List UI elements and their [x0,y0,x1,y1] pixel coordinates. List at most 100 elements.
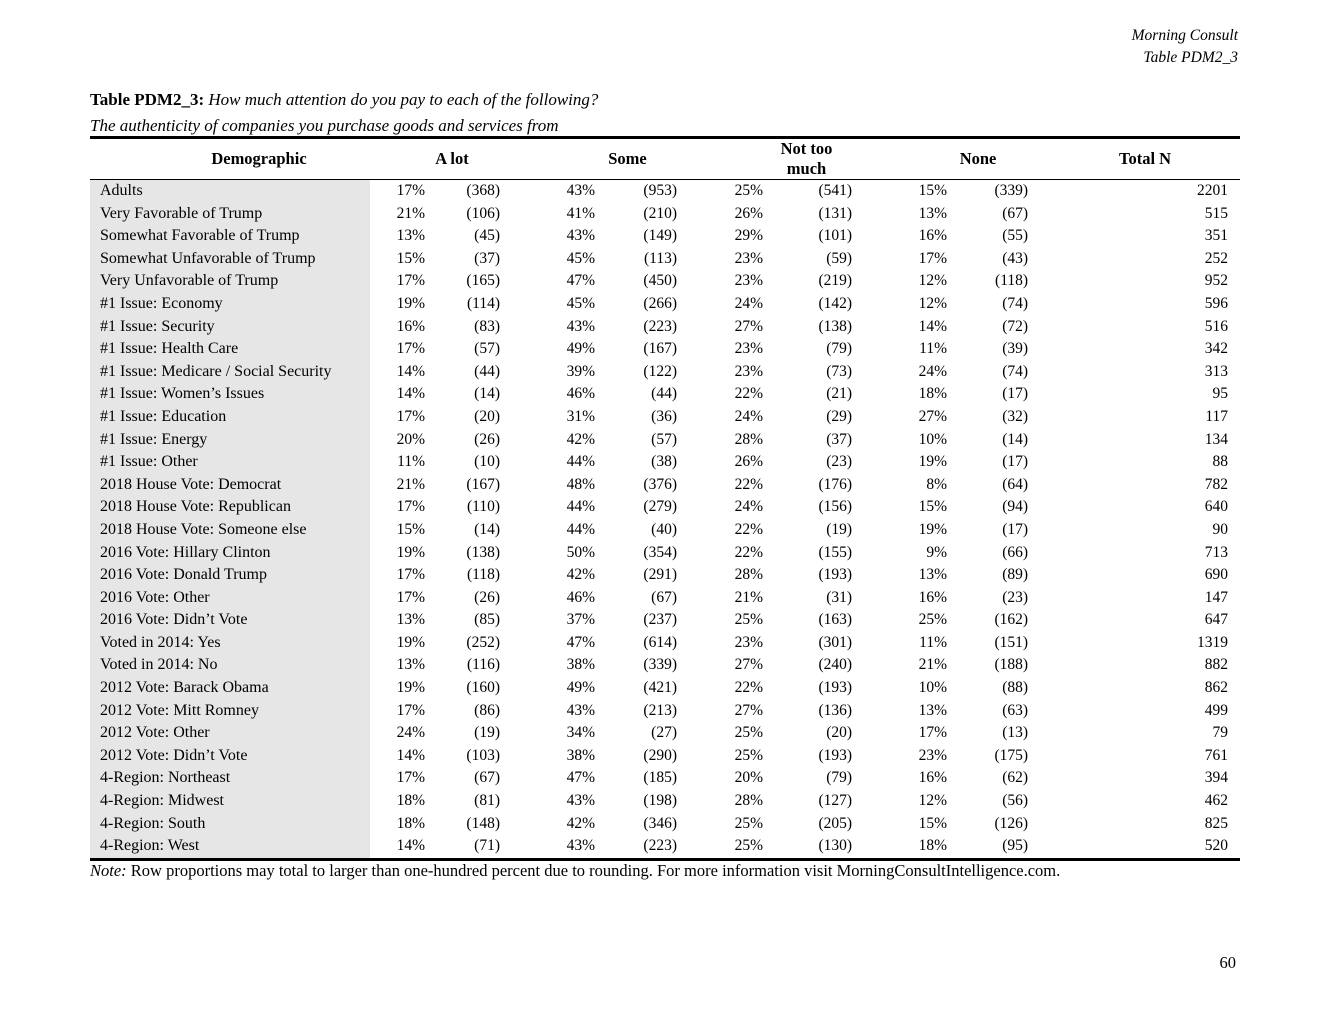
a-lot-count-cell: (114) [467,294,500,312]
some-pct-cell: 47% [566,272,595,290]
footnote-label: Note: [90,861,127,880]
not-too-much-pct-cell: 23% [734,362,763,380]
demographic-cell: Voted in 2014: Yes [90,631,370,655]
demographic-cell: Very Favorable of Trump [90,202,370,226]
not-too-much-count-cell: (127) [818,792,853,810]
none-pct-cell: 11% [919,633,948,651]
some-pct-cell: 48% [566,475,595,493]
total-n-cell: 147 [1204,588,1229,606]
a-lot-count-cell: (45) [474,227,500,245]
none-pct-cell: 18% [918,385,948,403]
a-lot-pct-cell: 17% [396,182,425,199]
some-pct-cell: 43% [566,182,595,199]
some-count-cell: (213) [643,701,677,719]
none-count-cell: (56) [1002,792,1029,810]
not-too-much-pct-cell: 23% [734,249,763,267]
none-count-cell: (188) [994,656,1029,674]
a-lot-count-cell: (37) [474,249,500,267]
not-too-much-count-cell: (142) [818,294,853,312]
not-too-much-count-cell: (19) [826,520,853,538]
some-pct-cell: 47% [566,769,595,787]
table-row: Very Favorable of Trump 21% (106) 41% (210) 2… [90,202,1240,226]
table-row: 2018 House Vote: Someone else 15% (14) 44% (… [90,518,1240,542]
total-n-cell: 134 [1204,430,1229,448]
not-too-much-pct-cell: 22% [734,385,763,403]
some-count-cell: (113) [644,249,677,267]
none-pct-cell: 14% [918,317,948,335]
table-row: #1 Issue: Medicare / Social Security 14% (… [90,360,1240,384]
col-header-not-too-much: Not too much [677,137,853,180]
footnote-text: Row proportions may total to larger than… [130,861,1061,880]
col-header-demographic: Demographic [90,137,370,180]
a-lot-count-cell: (14) [474,520,500,538]
none-pct-cell: 13% [918,701,948,719]
none-pct-cell: 16% [918,227,948,245]
a-lot-count-cell: (10) [474,453,500,471]
some-pct-cell: 49% [566,679,595,697]
a-lot-count-cell: (26) [474,588,500,606]
demographic-cell: 2012 Vote: Barack Obama [90,677,370,700]
some-pct-cell: 38% [566,746,595,764]
none-count-cell: (175) [994,746,1029,764]
demographic-cell: #1 Issue: Education [90,405,370,429]
none-pct-cell: 10% [918,679,948,697]
total-n-cell: 516 [1204,317,1229,335]
a-lot-pct-cell: 11% [397,453,425,471]
table-row: Somewhat Favorable of Trump 13% (45) 43% (14… [90,225,1240,248]
document-corner-header: Morning Consult Table PDM2_3 [1132,25,1238,69]
none-pct-cell: 8% [926,475,948,493]
table-row: 4-Region: Northeast 17% (67) 47% (185) 20% (79… [90,767,1240,791]
total-n-cell: 90 [1212,520,1229,538]
total-n-cell: 825 [1204,814,1229,832]
not-too-much-count-cell: (59) [826,249,853,267]
not-too-much-pct-cell: 22% [734,679,763,697]
a-lot-pct-cell: 13% [396,611,425,629]
none-pct-cell: 19% [918,453,948,471]
demographic-cell: Very Unfavorable of Trump [90,270,370,293]
none-pct-cell: 13% [918,566,948,584]
not-too-much-count-cell: (240) [818,656,853,674]
a-lot-count-cell: (57) [474,340,500,358]
table-row: 2012 Vote: Other 24% (19) 34% (27) 25% (20) 17%… [90,722,1240,745]
none-pct-cell: 10% [918,430,948,448]
none-count-cell: (17) [1002,453,1029,471]
not-too-much-pct-cell: 26% [734,453,763,471]
table-row: 2016 Vote: Didn’t Vote 13% (85) 37% (237) 25%… [90,609,1240,632]
demographic-cell: Adults [90,179,370,203]
table-header-row: Demographic A lot Some Not too much None… [90,137,1241,180]
demographic-cell: 4-Region: Midwest [90,790,370,813]
some-count-cell: (266) [643,294,677,312]
none-pct-cell: 16% [918,588,948,606]
a-lot-count-cell: (44) [474,362,500,380]
some-pct-cell: 44% [566,453,595,471]
some-count-cell: (57) [651,430,677,448]
none-count-cell: (32) [1002,407,1029,425]
not-too-much-count-cell: (138) [818,317,853,335]
a-lot-count-cell: (85) [474,611,500,629]
some-pct-cell: 45% [566,249,595,267]
not-too-much-pct-cell: 25% [734,746,763,764]
total-n-cell: 640 [1204,498,1229,516]
not-too-much-count-cell: (155) [818,543,853,561]
demographic-cell: 2012 Vote: Other [90,722,370,745]
a-lot-pct-cell: 21% [396,204,425,222]
table-row: 2012 Vote: Mitt Romney 17% (86) 43% (213) 27%… [90,699,1240,723]
not-too-much-pct-cell: 25% [734,182,763,199]
a-lot-pct-cell: 17% [396,769,425,787]
table-id-label: Table PDM2_3: [90,90,205,109]
not-too-much-count-cell: (79) [826,769,853,787]
none-pct-cell: 13% [918,204,948,222]
table-row: 4-Region: West 14% (71) 43% (223) 25% (130) 18%… [90,835,1240,860]
some-count-cell: (450) [643,272,677,290]
demographic-cell: 2018 House Vote: Democrat [90,473,370,497]
page-number: 60 [1219,953,1237,972]
some-count-cell: (421) [643,679,677,697]
a-lot-pct-cell: 17% [396,588,425,606]
a-lot-count-cell: (160) [466,679,500,697]
not-too-much-pct-cell: 22% [734,543,763,561]
a-lot-pct-cell: 17% [396,407,425,425]
total-n-cell: 2201 [1197,182,1229,199]
crosstab-table: Demographic A lot Some Not too much None… [90,136,1241,861]
demographic-cell: 2016 Vote: Didn’t Vote [90,609,370,632]
